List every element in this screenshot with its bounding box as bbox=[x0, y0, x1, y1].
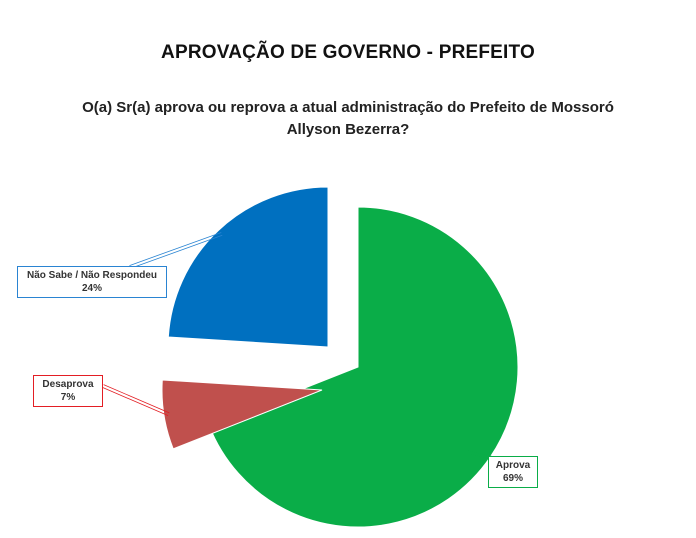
chart-subtitle: O(a) Sr(a) aprova ou reprova a atual adm… bbox=[82, 99, 614, 138]
leader-line bbox=[102, 387, 169, 417]
leader-line bbox=[103, 384, 170, 414]
leader-line bbox=[468, 450, 493, 457]
data-label-nao-sabe: Não Sabe / Não Respondeu 24% bbox=[17, 266, 167, 298]
label-name: Não Sabe / Não Respondeu bbox=[26, 270, 158, 281]
leader-line bbox=[130, 234, 223, 269]
pie-slice-n-o-sabe-n-o-respondeu bbox=[167, 186, 329, 348]
data-label-aprova: Aprova 69% bbox=[488, 456, 538, 488]
label-value: 24% bbox=[81, 283, 102, 294]
leader-line bbox=[129, 232, 222, 266]
pie-slice-desaprova bbox=[161, 379, 323, 450]
label-value: 7% bbox=[60, 392, 76, 403]
chart-title: APROVAÇÃO DE GOVERNO - PREFEITO bbox=[161, 42, 535, 63]
label-name: Desaprova bbox=[42, 379, 94, 390]
data-label-desaprova: Desaprova 7% bbox=[33, 375, 103, 407]
leader-line bbox=[467, 453, 492, 460]
label-name: Aprova bbox=[495, 460, 531, 471]
label-value: 69% bbox=[502, 473, 523, 484]
